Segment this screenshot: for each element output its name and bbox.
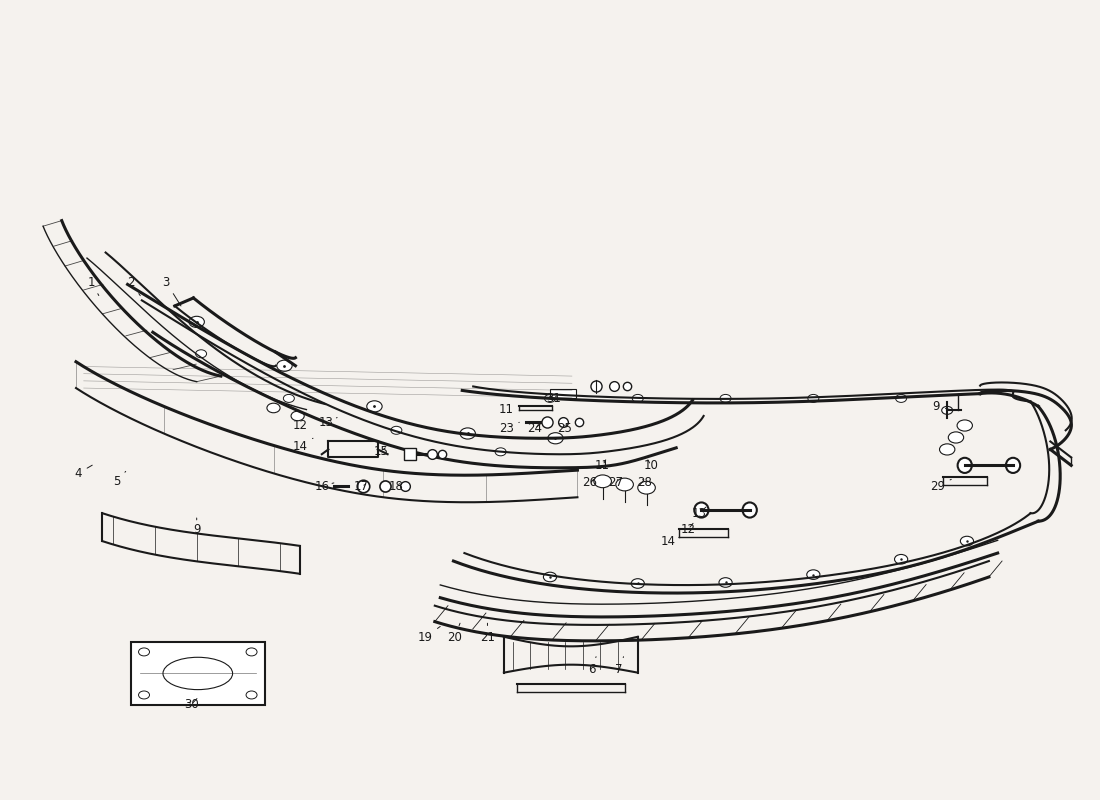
Text: 9: 9 [192, 518, 200, 536]
Text: 9: 9 [933, 400, 952, 413]
Text: 25: 25 [557, 422, 572, 435]
Circle shape [638, 482, 656, 494]
Circle shape [366, 401, 382, 412]
Text: 7: 7 [615, 657, 624, 676]
Circle shape [139, 691, 150, 699]
Text: 1: 1 [88, 275, 99, 295]
Text: 3: 3 [163, 275, 182, 306]
Text: 31: 31 [546, 392, 561, 405]
Circle shape [894, 554, 908, 564]
Text: 23: 23 [498, 422, 519, 435]
FancyBboxPatch shape [131, 642, 265, 705]
Circle shape [632, 394, 644, 402]
Circle shape [719, 578, 733, 587]
Text: 28: 28 [637, 476, 652, 489]
Ellipse shape [694, 502, 708, 518]
Circle shape [495, 448, 506, 456]
Ellipse shape [1005, 458, 1020, 473]
Text: 14: 14 [661, 535, 680, 549]
Text: 5: 5 [113, 471, 125, 488]
Circle shape [960, 536, 974, 546]
Circle shape [939, 444, 955, 455]
Text: 12: 12 [681, 522, 695, 536]
Text: 17: 17 [354, 479, 368, 493]
Circle shape [720, 394, 732, 402]
Text: 21: 21 [480, 623, 495, 644]
Circle shape [277, 360, 293, 371]
Text: 14: 14 [293, 438, 314, 453]
Text: 16: 16 [315, 479, 333, 493]
Circle shape [807, 394, 818, 402]
Text: 13: 13 [319, 416, 337, 429]
Text: 13: 13 [692, 506, 706, 520]
Circle shape [284, 394, 295, 402]
Text: 18: 18 [389, 479, 404, 493]
Text: 27: 27 [608, 476, 624, 489]
FancyBboxPatch shape [550, 389, 576, 398]
Text: 30: 30 [184, 698, 199, 711]
Ellipse shape [163, 658, 232, 690]
Text: 19: 19 [417, 626, 440, 644]
Text: 26: 26 [582, 476, 597, 489]
Circle shape [948, 432, 964, 443]
Circle shape [806, 570, 820, 579]
Circle shape [942, 406, 953, 414]
Circle shape [543, 572, 557, 582]
Text: 6: 6 [587, 657, 596, 676]
Circle shape [139, 648, 150, 656]
Text: 20: 20 [447, 623, 462, 644]
Text: 10: 10 [644, 459, 659, 472]
Ellipse shape [742, 502, 757, 518]
Text: 4: 4 [75, 465, 92, 480]
Circle shape [957, 420, 972, 431]
Circle shape [616, 478, 634, 491]
Circle shape [196, 350, 207, 358]
Circle shape [544, 394, 556, 402]
Text: 11: 11 [595, 459, 610, 472]
Circle shape [594, 475, 612, 488]
Circle shape [246, 691, 257, 699]
Circle shape [460, 428, 475, 439]
Text: 12: 12 [293, 416, 311, 432]
Text: 24: 24 [527, 422, 542, 435]
Circle shape [631, 578, 645, 588]
Ellipse shape [958, 458, 972, 473]
Text: 2: 2 [128, 275, 141, 296]
Circle shape [292, 411, 305, 421]
Circle shape [246, 648, 257, 656]
Text: 15: 15 [374, 445, 388, 458]
Circle shape [390, 426, 402, 434]
Circle shape [189, 316, 205, 327]
Text: 11: 11 [498, 403, 519, 416]
Circle shape [267, 403, 280, 413]
Circle shape [548, 433, 563, 444]
Text: 29: 29 [930, 479, 952, 493]
Circle shape [895, 394, 906, 402]
